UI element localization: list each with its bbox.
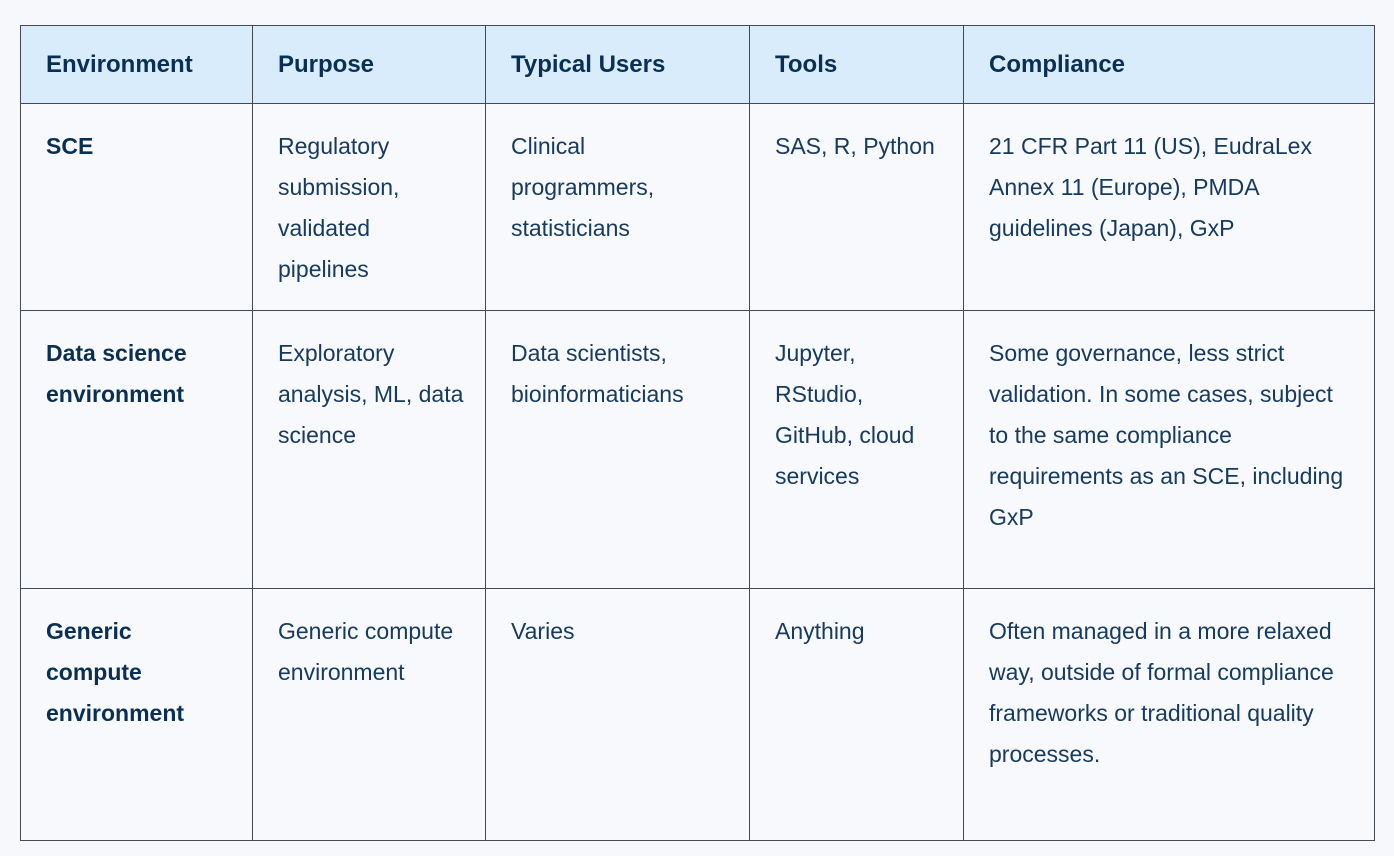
header-cell-purpose: Purpose	[252, 25, 486, 104]
table-row-sce: SCE Regulatory submission, validated pip…	[20, 103, 1375, 311]
cell-typical-users: Clinical programmers, statisticians	[485, 103, 750, 311]
cell-tools: Jupyter, RStudio, GitHub, cloud services	[749, 310, 964, 589]
cell-typical-users: Varies	[485, 588, 750, 841]
cell-compliance: Often managed in a more relaxed way, out…	[963, 588, 1375, 841]
cell-purpose: Exploratory analysis, ML, data science	[252, 310, 486, 589]
cell-compliance: 21 CFR Part 11 (US), EudraLex Annex 11 (…	[963, 103, 1375, 311]
cell-purpose: Generic compute environment	[252, 588, 486, 841]
cell-typical-users: Data scientists, bioinformaticians	[485, 310, 750, 589]
table-row-generic-compute: Generic compute environment Generic comp…	[20, 588, 1375, 841]
cell-compliance: Some governance, less strict validation.…	[963, 310, 1375, 589]
header-cell-typical-users: Typical Users	[485, 25, 750, 104]
cell-environment: Data science environment	[20, 310, 253, 589]
cell-environment: Generic compute environment	[20, 588, 253, 841]
cell-tools: SAS, R, Python	[749, 103, 964, 311]
cell-purpose: Regulatory submission, validated pipelin…	[252, 103, 486, 311]
table-header-row: Environment Purpose Typical Users Tools …	[20, 25, 1375, 104]
table-row-data-science: Data science environment Exploratory ana…	[20, 310, 1375, 589]
cell-tools: Anything	[749, 588, 964, 841]
cell-environment: SCE	[20, 103, 253, 311]
header-cell-compliance: Compliance	[963, 25, 1375, 104]
header-cell-tools: Tools	[749, 25, 964, 104]
header-cell-environment: Environment	[20, 25, 253, 104]
environment-comparison-table: Environment Purpose Typical Users Tools …	[20, 25, 1375, 841]
